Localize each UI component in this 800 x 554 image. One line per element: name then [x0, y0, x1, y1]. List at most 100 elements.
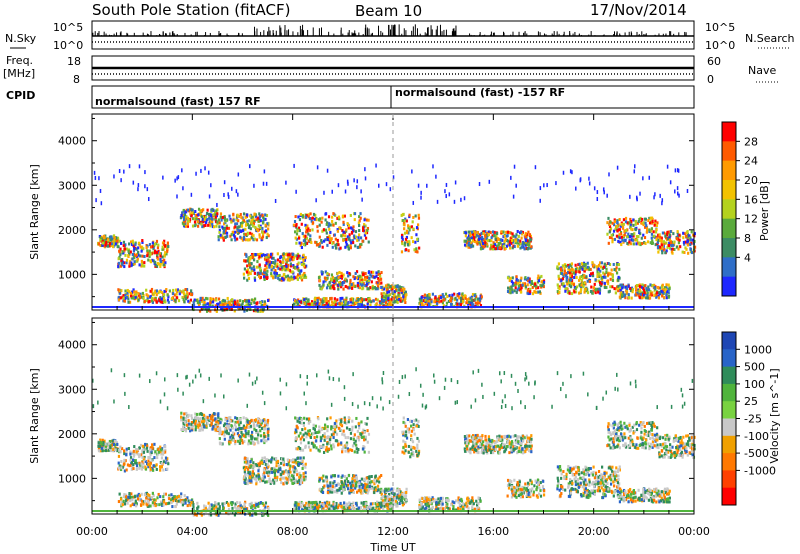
range-gate-cell [151, 258, 154, 262]
range-gate-cell [231, 434, 235, 438]
range-gate-cell [613, 218, 616, 222]
range-gate-cell [186, 216, 190, 220]
range-gate-cell [196, 220, 199, 224]
range-gate-cell [364, 167, 366, 172]
range-gate-cell [257, 469, 260, 473]
range-gate-cell [632, 242, 635, 246]
range-gate-cell [138, 453, 141, 457]
range-gate-cell [348, 283, 352, 287]
range-gate-cell [289, 476, 292, 480]
range-gate-cell [250, 269, 253, 273]
range-gate-cell [231, 431, 235, 435]
range-gate-cell [300, 278, 304, 282]
range-gate-cell [250, 267, 253, 271]
range-gate-cell [304, 275, 308, 279]
range-gate-cell [404, 300, 407, 304]
range-gate-cell [581, 276, 585, 280]
range-gate-cell [304, 471, 307, 475]
range-gate-cell [316, 165, 319, 170]
range-gate-cell [364, 231, 367, 235]
range-gate-cell [137, 250, 140, 254]
range-gate-cell [417, 223, 420, 227]
range-gate-cell [458, 302, 461, 306]
range-gate-cell [308, 217, 311, 221]
range-gate-cell [473, 233, 477, 237]
range-gate-cell [394, 300, 397, 304]
range-gate-cell [690, 230, 693, 234]
range-gate-cell [132, 244, 135, 248]
range-gate-cell [228, 424, 231, 428]
range-gate-cell [258, 233, 261, 237]
range-gate-cell [118, 239, 121, 243]
range-gate-cell [239, 212, 242, 216]
range-gate-cell [224, 229, 227, 233]
range-gate-cell [521, 283, 524, 287]
range-gate-cell [403, 287, 406, 291]
range-gate-cell [250, 262, 253, 266]
range-gate-cell [442, 295, 445, 299]
range-gate-cell [585, 267, 588, 271]
range-gate-cell [241, 216, 244, 220]
range-gate-cell [206, 297, 209, 301]
range-gate-cell [267, 227, 270, 231]
range-gate-cell [395, 284, 399, 288]
range-gate-cell [602, 275, 605, 279]
range-gate-cell [265, 423, 268, 427]
range-gate-cell [422, 299, 426, 303]
range-gate-cell [233, 309, 236, 313]
range-gate-cell [120, 259, 123, 263]
range-gate-cell [188, 429, 192, 433]
range-gate-cell [219, 215, 222, 219]
range-gate-cell [467, 302, 470, 306]
range-gate-cell [194, 223, 197, 227]
range-gate-cell [356, 179, 359, 184]
range-gate-cell [204, 296, 208, 300]
range-gate-cell [242, 416, 245, 420]
range-gate-cell [200, 426, 203, 430]
range-gate-cell [257, 474, 260, 478]
range-gate-cell [539, 186, 542, 191]
range-gate-cell [195, 416, 198, 420]
range-gate-cell [511, 232, 514, 236]
range-gate-cell [495, 231, 499, 235]
range-gate-cell [147, 455, 150, 459]
range-gate-cell [342, 298, 346, 302]
range-gate-cell [102, 238, 105, 242]
range-gate-cell [356, 185, 358, 190]
range-gate-cell [371, 286, 374, 290]
range-gate-cell [307, 213, 310, 217]
range-gate-cell [439, 296, 443, 300]
range-gate-cell [691, 238, 694, 242]
range-gate-cell [467, 234, 471, 238]
range-gate-cell [261, 236, 264, 240]
range-gate-cell [243, 237, 246, 241]
range-gate-cell [299, 212, 303, 216]
range-gate-cell [600, 282, 603, 286]
range-gate-cell [408, 213, 411, 217]
range-gate-cell [645, 224, 648, 228]
range-gate-cell [284, 480, 287, 484]
range-gate-cell [252, 298, 255, 302]
range-gate-cell [561, 269, 564, 273]
range-gate-cell [287, 268, 290, 272]
range-gate-cell [640, 221, 643, 225]
range-gate-cell [214, 304, 217, 308]
range-gate-cell [243, 232, 246, 236]
range-gate-cell [220, 307, 223, 311]
range-gate-cell [528, 277, 531, 281]
range-gate-cell [465, 244, 468, 248]
range-gate-cell [325, 278, 328, 282]
range-gate-cell [108, 240, 111, 244]
range-gate-cell [650, 227, 654, 231]
range-gate-cell [243, 426, 246, 430]
range-gate-cell [526, 291, 529, 295]
range-gate-cell [99, 438, 102, 442]
range-gate-cell [289, 254, 293, 258]
range-gate-cell [210, 423, 213, 427]
range-gate-cell [104, 449, 108, 453]
range-gate-cell [345, 237, 348, 241]
range-gate-cell [253, 419, 256, 423]
range-gate-cell [336, 302, 339, 306]
range-gate-cell [416, 237, 419, 241]
range-gate-cell [262, 437, 265, 441]
